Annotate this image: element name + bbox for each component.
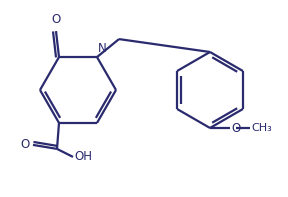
Text: O: O <box>51 13 61 26</box>
Text: OH: OH <box>74 150 92 163</box>
Text: O: O <box>231 122 240 135</box>
Text: O: O <box>21 138 30 151</box>
Text: CH₃: CH₃ <box>251 123 272 133</box>
Text: N: N <box>98 42 107 55</box>
